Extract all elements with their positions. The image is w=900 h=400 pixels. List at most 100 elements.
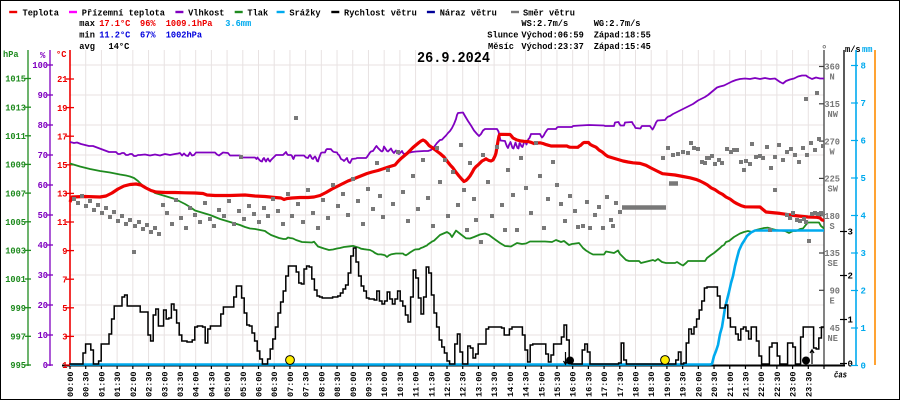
- svg-text:01:30: 01:30: [113, 372, 123, 398]
- svg-text:%: %: [40, 51, 46, 61]
- svg-text:10:00: 10:00: [380, 372, 390, 398]
- svg-text:2: 2: [861, 287, 866, 297]
- svg-text:mm: mm: [862, 45, 873, 55]
- svg-text:07:00: 07:00: [286, 372, 296, 398]
- svg-text:16:00: 16:00: [569, 372, 579, 398]
- svg-text:1: 1: [861, 324, 867, 334]
- svg-text:997: 997: [10, 333, 26, 343]
- svg-text:E: E: [830, 297, 836, 307]
- svg-text:čas: čas: [834, 371, 847, 381]
- svg-text:01:00: 01:00: [97, 372, 107, 398]
- svg-text:5: 5: [62, 304, 67, 314]
- svg-text:0: 0: [848, 360, 853, 370]
- svg-text:Srážky: Srážky: [289, 8, 321, 18]
- svg-text:18:00: 18:00: [632, 372, 642, 398]
- svg-text:19: 19: [57, 104, 67, 114]
- svg-text:12:30: 12:30: [459, 372, 469, 398]
- svg-text:Měsíc: Měsíc: [488, 42, 514, 52]
- svg-text:14:30: 14:30: [522, 372, 532, 398]
- svg-text:N: N: [830, 73, 835, 83]
- svg-text:6: 6: [861, 137, 866, 147]
- svg-text:17: 17: [57, 132, 67, 142]
- svg-text:70: 70: [38, 151, 48, 161]
- svg-text:315: 315: [824, 100, 840, 110]
- svg-text:1007: 1007: [5, 189, 26, 199]
- svg-text:°C: °C: [56, 50, 67, 60]
- svg-text:995: 995: [10, 361, 26, 371]
- svg-text:NE: NE: [828, 334, 839, 344]
- svg-text:S: S: [830, 222, 836, 232]
- svg-text:Teplota: Teplota: [23, 8, 60, 18]
- svg-text:Směr větru: Směr větru: [523, 8, 575, 18]
- svg-text:9: 9: [62, 247, 67, 257]
- svg-text:Tlak: Tlak: [247, 8, 268, 18]
- svg-text:8: 8: [861, 62, 866, 72]
- svg-text:225: 225: [824, 175, 840, 185]
- svg-text:Vlhkost: Vlhkost: [188, 8, 224, 18]
- svg-text:NW: NW: [828, 110, 839, 120]
- svg-text:360: 360: [824, 63, 840, 73]
- svg-text:05:00: 05:00: [223, 372, 233, 398]
- svg-text:04:00: 04:00: [192, 372, 202, 398]
- svg-text:999: 999: [10, 304, 26, 314]
- svg-text:WS:2.7m/s: WS:2.7m/s: [521, 19, 568, 29]
- svg-text:09:00: 09:00: [349, 372, 359, 398]
- svg-text:96%: 96%: [140, 19, 156, 29]
- svg-text:max: max: [79, 19, 95, 29]
- svg-text:1: 1: [848, 316, 854, 326]
- svg-text:SE: SE: [828, 259, 839, 269]
- svg-text:11:00: 11:00: [412, 372, 422, 398]
- svg-text:17:30: 17:30: [616, 372, 626, 398]
- svg-text:21: 21: [57, 75, 68, 85]
- svg-text:100: 100: [32, 61, 48, 71]
- svg-text:3: 3: [861, 249, 866, 259]
- svg-text:135: 135: [824, 249, 840, 259]
- svg-text:67%: 67%: [140, 31, 156, 41]
- svg-text:80: 80: [38, 121, 48, 131]
- svg-text:1001: 1001: [5, 275, 26, 285]
- svg-text:7: 7: [861, 99, 866, 109]
- svg-text:1002hPa: 1002hPa: [166, 31, 203, 41]
- svg-text:45: 45: [830, 324, 840, 334]
- svg-text:3: 3: [62, 333, 67, 343]
- svg-text:1013: 1013: [5, 103, 26, 113]
- svg-text:7: 7: [62, 275, 67, 285]
- svg-text:180: 180: [824, 212, 840, 222]
- svg-text:m/s: m/s: [845, 45, 861, 55]
- svg-text:4: 4: [861, 212, 867, 222]
- svg-text:90: 90: [38, 91, 48, 101]
- svg-text:19:00: 19:00: [663, 372, 673, 398]
- svg-text:06:00: 06:00: [255, 372, 265, 398]
- svg-text:Východ:23:37: Východ:23:37: [521, 42, 583, 52]
- svg-text:°: °: [821, 45, 828, 57]
- svg-text:2: 2: [848, 272, 853, 282]
- svg-text:1011: 1011: [5, 132, 26, 142]
- svg-text:10: 10: [38, 331, 48, 341]
- svg-text:18:30: 18:30: [647, 372, 657, 398]
- svg-text:1: 1: [62, 361, 68, 371]
- svg-text:40: 40: [38, 241, 48, 251]
- svg-text:23:30: 23:30: [804, 372, 814, 398]
- svg-text:1009.1hPa: 1009.1hPa: [166, 19, 213, 29]
- svg-text:min: min: [79, 31, 95, 41]
- svg-text:03:00: 03:00: [160, 372, 170, 398]
- svg-text:22:00: 22:00: [757, 372, 767, 398]
- svg-text:17.1°C: 17.1°C: [99, 19, 131, 29]
- svg-text:14°C: 14°C: [109, 42, 130, 52]
- svg-text:3.6mm: 3.6mm: [225, 19, 252, 29]
- svg-text:05:30: 05:30: [239, 372, 249, 398]
- svg-text:11:30: 11:30: [427, 372, 437, 398]
- svg-text:10:30: 10:30: [396, 372, 406, 398]
- svg-text:Západ:15:45: Západ:15:45: [594, 42, 651, 52]
- svg-text:13:30: 13:30: [490, 372, 500, 398]
- svg-text:23:00: 23:00: [789, 372, 799, 398]
- svg-text:08:00: 08:00: [317, 372, 327, 398]
- svg-text:00:00: 00:00: [66, 372, 76, 398]
- svg-text:11: 11: [57, 218, 68, 228]
- svg-text:04:30: 04:30: [207, 372, 217, 398]
- svg-text:5: 5: [861, 174, 866, 184]
- svg-text:Západ:18:55: Západ:18:55: [594, 31, 651, 41]
- svg-text:06:30: 06:30: [270, 372, 280, 398]
- svg-text:02:00: 02:00: [129, 372, 139, 398]
- svg-text:09:30: 09:30: [364, 372, 374, 398]
